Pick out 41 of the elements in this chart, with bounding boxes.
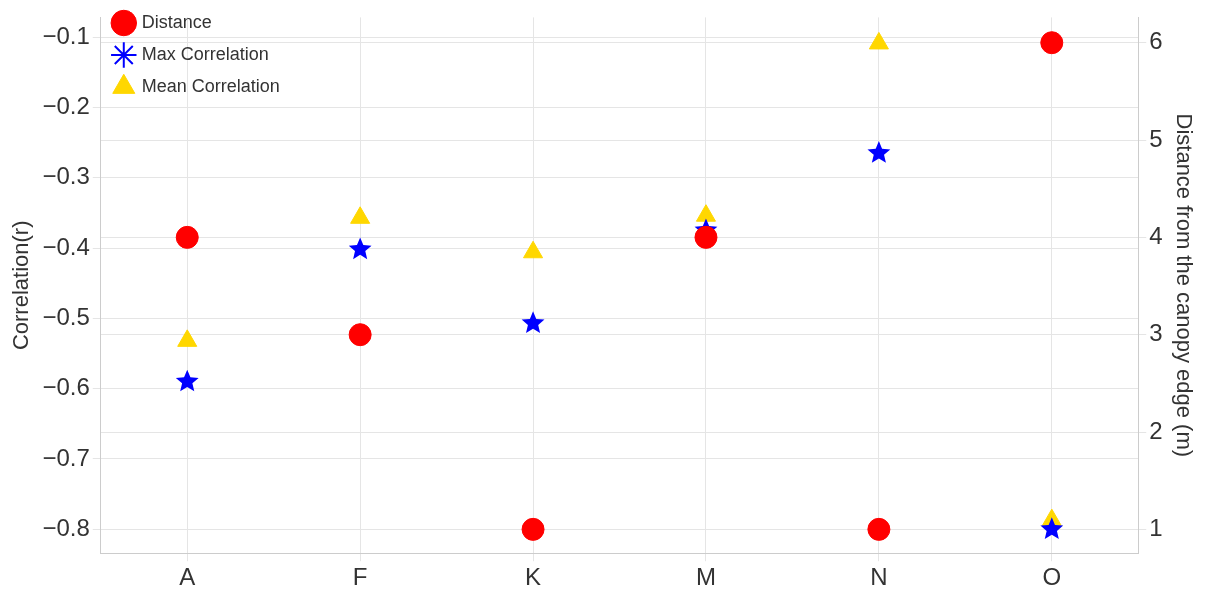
y2-tick-label: 2	[1149, 416, 1163, 444]
point	[868, 31, 889, 50]
y2-tick-label: 1	[1149, 513, 1163, 541]
y2-tick-label: 4	[1149, 221, 1163, 249]
y-tick-label: −0.2	[42, 92, 90, 120]
point	[348, 237, 372, 260]
point	[521, 311, 545, 333]
x-tick-label: N	[870, 563, 888, 591]
x-tick-label: A	[179, 563, 196, 591]
x-tick-label: K	[525, 563, 542, 591]
x-tick-label: M	[695, 563, 716, 591]
x-tick-label: O	[1042, 563, 1062, 591]
point	[175, 369, 199, 392]
legend-label: Distance	[141, 11, 212, 32]
y2-tick-label: 5	[1149, 124, 1163, 152]
y-tick-label: −0.3	[42, 162, 90, 190]
point	[348, 323, 372, 347]
y-tick-label: −0.4	[42, 232, 90, 260]
point	[350, 206, 371, 224]
point	[694, 225, 718, 249]
legend-label: Max Correlation	[141, 43, 269, 64]
point	[1040, 517, 1064, 539]
point	[521, 517, 545, 541]
y2-tick-label: 3	[1149, 319, 1163, 347]
y2-axis-title: Distance from the canopy edge (m)	[1171, 113, 1197, 458]
y-axis-title: Correlation(r)	[8, 220, 34, 351]
point	[867, 517, 891, 541]
point	[867, 141, 891, 163]
point	[175, 225, 199, 249]
point	[1040, 31, 1064, 55]
y-tick-label: −0.5	[42, 302, 90, 330]
point	[523, 240, 544, 259]
y-tick-label: −0.7	[42, 443, 90, 471]
y-tick-label: −0.6	[42, 373, 90, 401]
legend-label: Mean Correlation	[141, 75, 280, 96]
x-tick-label: F	[352, 563, 368, 591]
point	[177, 329, 198, 347]
y-tick-label: −0.1	[42, 21, 90, 49]
y-tick-label: −0.8	[42, 513, 90, 541]
point	[695, 204, 716, 222]
y2-tick-label: 6	[1149, 27, 1163, 55]
